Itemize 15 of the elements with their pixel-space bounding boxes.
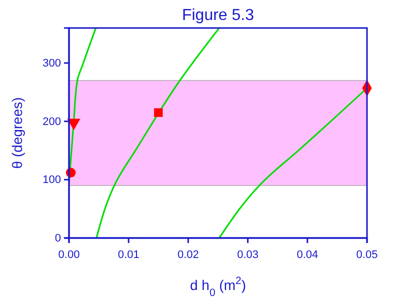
x-tick-label: 0.05 xyxy=(356,249,378,262)
y-tick-label: 200 xyxy=(42,116,61,128)
y-tick-label: 100 xyxy=(42,174,61,186)
y-axis-title: θ (degrees) xyxy=(9,97,25,169)
x-axis-title: d h$_{0}$ (m$^{2}$) xyxy=(190,275,246,299)
chart-title: Figure 5.3 xyxy=(182,7,254,24)
x-tick-label: 0.01 xyxy=(118,249,140,262)
x-tick-label: 0.03 xyxy=(237,249,259,262)
x-tick-label: 0.02 xyxy=(177,249,199,262)
y-tick-label: 0 xyxy=(54,232,61,245)
y-tick-label: 300 xyxy=(42,58,61,70)
line-series xyxy=(96,28,220,238)
x-tick-label: 0.00 xyxy=(58,249,80,262)
x-tick-label: 0.04 xyxy=(296,249,318,262)
point xyxy=(154,108,163,117)
